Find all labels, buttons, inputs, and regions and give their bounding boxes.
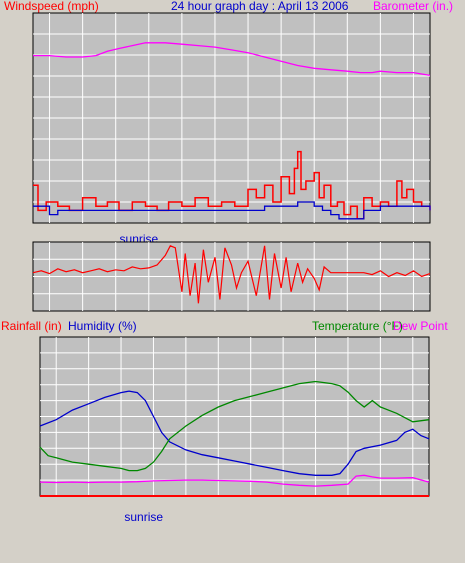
wind-grid xyxy=(33,13,430,223)
wind-barometer-panel: Windspeed (mph) 24 hour graph day : Apri… xyxy=(4,0,453,246)
windspeed-axis-label: Windspeed (mph) xyxy=(4,0,99,13)
direction-series xyxy=(32,245,431,304)
humidity-line xyxy=(39,390,430,476)
wind-direction-panel xyxy=(32,241,431,312)
humidity-series xyxy=(39,380,430,497)
barometer-line xyxy=(33,42,431,77)
dewpoint-line xyxy=(39,474,430,487)
sunrise-label-bottom: sunrise xyxy=(124,510,163,524)
barometer-axis-label: Barometer (in.) xyxy=(373,0,453,13)
dew-point-axis-label: Dew Point xyxy=(393,319,448,333)
humidity-temperature-panel: Rainfall (in) Humidity (%) Temperature (… xyxy=(1,319,448,524)
direction-grid xyxy=(33,242,430,311)
rainfall-axis-label: Rainfall (in) xyxy=(1,319,62,333)
temperature-line xyxy=(39,380,430,472)
wind-series xyxy=(33,42,431,220)
direction-line xyxy=(32,245,431,304)
temperature-axis-label: Temperature (°F) xyxy=(312,319,403,333)
chart-title: 24 hour graph day : April 13 2006 xyxy=(171,0,349,13)
wind-line xyxy=(33,201,431,220)
humidity-axis-label: Humidity (%) xyxy=(68,319,137,333)
